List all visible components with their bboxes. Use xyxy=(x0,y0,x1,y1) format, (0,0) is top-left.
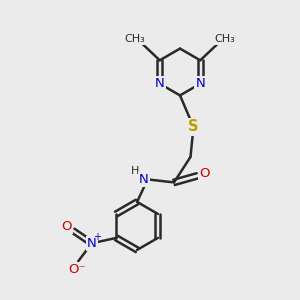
Text: CH₃: CH₃ xyxy=(124,34,145,44)
Text: N: N xyxy=(195,77,205,90)
Text: O: O xyxy=(199,167,209,180)
Text: O: O xyxy=(61,220,72,233)
Text: H: H xyxy=(131,166,139,176)
Text: N: N xyxy=(139,173,149,186)
Text: N: N xyxy=(155,77,165,90)
Text: N: N xyxy=(87,237,97,250)
Text: O⁻: O⁻ xyxy=(68,263,86,276)
Text: +: + xyxy=(93,232,101,242)
Text: S: S xyxy=(188,119,199,134)
Text: CH₃: CH₃ xyxy=(215,34,236,44)
